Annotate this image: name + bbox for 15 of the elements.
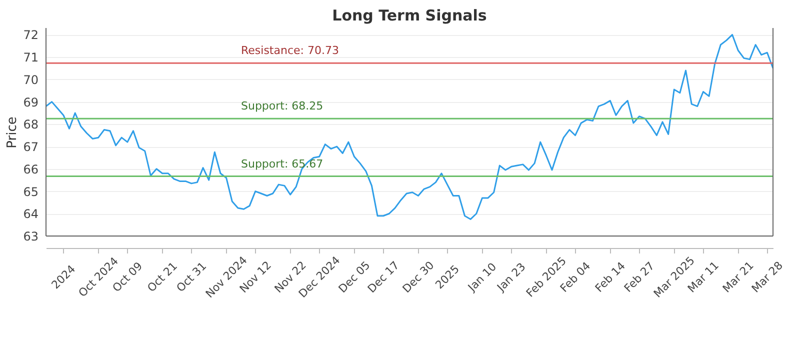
- y-tick-label: 70: [23, 72, 38, 87]
- y-tick-label: 68: [23, 118, 38, 132]
- y-tick-label: 65: [23, 184, 38, 199]
- chart-title: Long Term Signals: [332, 6, 487, 24]
- y-tick-label: 71: [23, 50, 38, 65]
- y-axis-title: Price: [5, 116, 20, 148]
- line-series: [45, 34, 774, 220]
- y-tick-label: 63: [23, 230, 38, 244]
- y-tick-label: 72: [23, 28, 38, 42]
- ref-line-label: Resistance: 70.73: [241, 44, 339, 58]
- y-tick-label: 66: [23, 162, 38, 176]
- y-tick-label: 67: [23, 140, 38, 154]
- y-tick-label: 64: [23, 207, 38, 222]
- ref-line-label: Support: 68.25: [241, 100, 324, 113]
- y-tick-label: 69: [23, 95, 38, 110]
